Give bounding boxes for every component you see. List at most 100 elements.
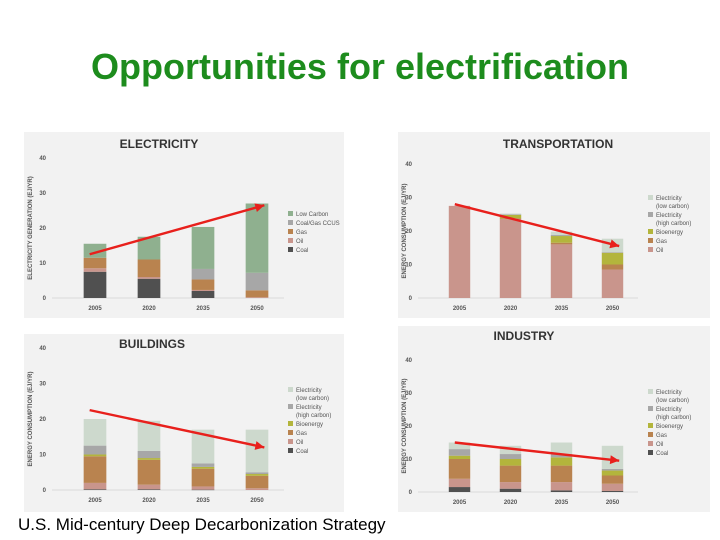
electricity-bar-coal-2035 xyxy=(191,291,215,298)
transportation-bar-gas-2035 xyxy=(550,242,573,245)
transportation-bar-electricity-high-carbon-2020 xyxy=(499,214,522,215)
buildings-y-tick-20: 20 xyxy=(39,417,46,423)
transportation-legend-label-electricity-high-carbon: Electricity (high carbon) xyxy=(656,213,691,227)
industry-bar-gas-2035 xyxy=(550,465,573,483)
electricity-y-tick-10: 10 xyxy=(39,261,46,267)
transportation-legend-swatch-bioenergy xyxy=(648,229,653,234)
electricity-legend-swatch-oil xyxy=(288,238,293,243)
buildings-bar-oil-2035 xyxy=(191,486,215,490)
buildings-legend-label-coal: Coal xyxy=(296,449,308,455)
electricity-bar-low-carbon-2020 xyxy=(137,236,161,260)
transportation-legend-swatch-electricity-low-carbon xyxy=(648,195,653,200)
electricity-bar-gas-2020 xyxy=(137,259,161,277)
buildings-x-tick-2050: 2050 xyxy=(250,498,264,504)
industry-x-tick-2035: 2035 xyxy=(555,500,569,506)
buildings-bar-electricity-low-carbon-2005 xyxy=(83,419,107,446)
electricity-bar-low-carbon-2035 xyxy=(191,226,215,269)
industry-x-tick-2020: 2020 xyxy=(504,500,518,506)
industry-y-tick-30: 30 xyxy=(405,391,412,397)
electricity-chart: ELECTRICITY ELECTRICITY GENERATION (EJ/YR… xyxy=(28,137,340,312)
industry-bar-oil-2020 xyxy=(499,482,522,489)
electricity-y-axis-label: ELECTRICITY GENERATION (EJ/YR) xyxy=(28,176,34,279)
industry-bar-electricity-low-carbon-2035 xyxy=(550,442,573,455)
industry-legend-swatch-bioenergy xyxy=(648,423,653,428)
transportation-legend-swatch-gas xyxy=(648,238,653,243)
transportation-bar-oil-2035 xyxy=(550,244,573,298)
industry-bar-bioenergy-2035 xyxy=(550,457,573,466)
buildings-x-tick-2035: 2035 xyxy=(196,498,210,504)
transportation-bar-gas-2050 xyxy=(601,264,624,270)
electricity-bar-oil-2005 xyxy=(83,268,107,272)
buildings-bar-gas-2050 xyxy=(245,475,269,489)
electricity-legend-swatch-coal-gas-ccus xyxy=(288,220,293,225)
electricity-legend-label-coal: Coal xyxy=(296,248,308,254)
transportation-bar-electricity-low-carbon-2020 xyxy=(499,213,522,215)
industry-bar-electricity-high-carbon-2020 xyxy=(499,454,522,459)
buildings-y-tick-30: 30 xyxy=(39,382,46,388)
transportation-y-axis-label: ENERGY CONSUMPTION (EJ/YR) xyxy=(402,184,408,279)
transportation-x-tick-2005: 2005 xyxy=(453,306,467,312)
buildings-chart-panel: BUILDINGS ENERGY CONSUMPTION (EJ/YR) 0 10 20… xyxy=(24,334,344,512)
buildings-bar-electricity-high-carbon-2020 xyxy=(137,450,161,459)
electricity-bar-oil-2050 xyxy=(245,297,269,298)
industry-bar-electricity-low-carbon-2005 xyxy=(448,442,471,450)
industry-legend-label-gas: Gas xyxy=(656,433,667,439)
electricity-y-tick-0: 0 xyxy=(43,296,47,302)
electricity-x-tick-2035: 2035 xyxy=(196,306,210,312)
buildings-trend-arrow-line xyxy=(89,408,265,449)
industry-bar-oil-2005 xyxy=(448,478,471,488)
transportation-x-tick-2050: 2050 xyxy=(606,306,620,312)
electricity-bar-oil-2035 xyxy=(191,289,215,291)
industry-bar-coal-2035 xyxy=(550,490,573,492)
industry-legend-swatch-electricity-low-carbon xyxy=(648,389,653,394)
buildings-bar-bioenergy-2005 xyxy=(83,454,107,457)
buildings-legend-swatch-electricity-low-carbon xyxy=(288,387,293,392)
buildings-bar-coal-2005 xyxy=(83,489,107,490)
buildings-x-tick-2020: 2020 xyxy=(142,498,156,504)
electricity-x-tick-2050: 2050 xyxy=(250,306,264,312)
industry-bar-oil-2035 xyxy=(550,482,573,491)
transportation-bar-electricity-high-carbon-2035 xyxy=(550,235,573,237)
industry-bar-electricity-high-carbon-2005 xyxy=(448,449,471,456)
industry-bar-gas-2050 xyxy=(601,475,624,484)
transportation-legend-label-bioenergy: Bioenergy xyxy=(656,230,683,236)
industry-bar-coal-2005 xyxy=(448,487,471,492)
transportation-bar-bioenergy-2035 xyxy=(550,236,573,243)
electricity-legend-label-gas: Gas xyxy=(296,230,307,236)
industry-bar-coal-2020 xyxy=(499,488,522,492)
industry-y-tick-40: 40 xyxy=(405,358,412,364)
buildings-bar-bioenergy-2050 xyxy=(245,474,269,476)
industry-legend-label-oil: Oil xyxy=(656,442,663,448)
buildings-y-axis-label: ENERGY CONSUMPTION (EJ/YR) xyxy=(28,372,34,467)
transportation-bar-oil-2020 xyxy=(499,219,522,298)
transportation-legend-label-electricity-low-carbon: Electricity (low carbon) xyxy=(656,196,689,210)
transportation-bar-oil-2005 xyxy=(448,205,471,298)
slide-title: Opportunities for electrification xyxy=(90,46,630,87)
transportation-bar-oil-2050 xyxy=(601,269,624,298)
buildings-bar-electricity-high-carbon-2050 xyxy=(245,472,269,475)
buildings-legend-swatch-bioenergy xyxy=(288,421,293,426)
source-footer: U.S. Mid-century Deep Decarbonization St… xyxy=(18,515,386,534)
industry-legend-swatch-oil xyxy=(648,441,653,446)
transportation-chart-title: TRANSPORTATION xyxy=(503,137,613,151)
industry-chart-panel: INDUSTRY ENERGY CONSUMPTION (EJ/YR) 0 10 20 3… xyxy=(398,326,710,512)
industry-bar-gas-2005 xyxy=(448,459,471,479)
industry-trend-arrow-head xyxy=(609,455,620,465)
industry-bar-coal-2050 xyxy=(601,491,624,492)
industry-chart-title: INDUSTRY xyxy=(494,329,555,343)
industry-bar-bioenergy-2020 xyxy=(499,459,522,466)
transportation-legend-swatch-electricity-high-carbon xyxy=(648,212,653,217)
buildings-legend-label-oil: Oil xyxy=(296,440,303,446)
transportation-bar-electricity-high-carbon-2050 xyxy=(601,252,624,253)
industry-bar-bioenergy-2050 xyxy=(601,470,624,476)
buildings-chart: BUILDINGS ENERGY CONSUMPTION (EJ/YR) 0 10 20… xyxy=(28,337,331,504)
transportation-trend-arrow-line xyxy=(454,203,620,248)
transportation-x-tick-2020: 2020 xyxy=(504,306,518,312)
industry-bar-bioenergy-2005 xyxy=(448,455,471,459)
electricity-bar-low-carbon-2005 xyxy=(83,243,107,258)
industry-trend-arrow-line xyxy=(454,441,620,462)
electricity-legend-swatch-coal xyxy=(288,247,293,252)
electricity-bar-coal-gas-ccus-2050 xyxy=(245,272,269,291)
buildings-legend-swatch-coal xyxy=(288,448,293,453)
